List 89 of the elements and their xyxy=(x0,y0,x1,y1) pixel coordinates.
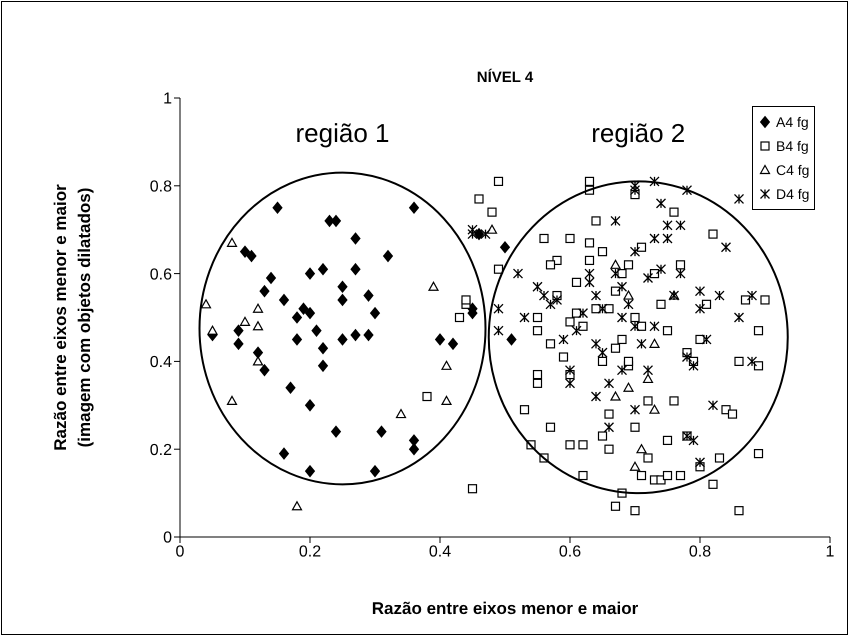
y-axis-title: Razão entre eixos menor e maior (imagem com objetos dilatados) xyxy=(51,184,94,451)
point xyxy=(286,382,296,394)
point xyxy=(383,250,393,262)
point xyxy=(364,329,374,342)
point xyxy=(292,312,302,324)
point xyxy=(252,321,264,330)
point xyxy=(246,250,256,262)
point xyxy=(338,280,348,293)
y-tick-label: 0 xyxy=(163,530,172,547)
point xyxy=(305,268,315,280)
y-tick-label: 0.8 xyxy=(150,178,172,196)
chart-title: NÍVEL 4 xyxy=(476,68,534,86)
point xyxy=(428,282,439,291)
point xyxy=(266,272,276,284)
point xyxy=(435,333,445,346)
point xyxy=(292,333,302,346)
point xyxy=(240,316,250,326)
point xyxy=(234,324,244,337)
point xyxy=(200,299,212,308)
point xyxy=(500,241,510,254)
y-tick-label: 1 xyxy=(163,90,172,108)
y-tick-label: 0.4 xyxy=(150,354,172,372)
point xyxy=(642,374,654,384)
point xyxy=(338,294,348,306)
point xyxy=(234,338,244,350)
point xyxy=(253,346,263,359)
point xyxy=(623,382,634,392)
point xyxy=(305,307,315,320)
point xyxy=(226,238,238,247)
x-tick-label: 1 xyxy=(826,543,835,560)
point xyxy=(350,329,360,342)
point xyxy=(441,360,452,370)
point xyxy=(331,426,341,438)
point xyxy=(396,408,406,418)
point xyxy=(350,263,360,276)
legend-label: B4 fg xyxy=(776,138,809,154)
x-axis-title: Razão entre eixos menor e maior xyxy=(372,599,639,618)
x-tick-label: 0.4 xyxy=(428,543,452,560)
legend-label: C4 fg xyxy=(776,162,810,178)
point xyxy=(207,326,218,335)
point xyxy=(610,260,621,269)
point xyxy=(486,224,498,234)
point xyxy=(636,444,647,454)
point xyxy=(260,285,270,298)
point xyxy=(305,465,315,478)
point xyxy=(226,396,238,406)
point xyxy=(318,360,328,372)
point xyxy=(448,338,458,350)
point xyxy=(305,399,315,412)
point xyxy=(298,302,308,315)
point xyxy=(252,304,264,313)
point xyxy=(350,232,360,244)
x-tick-label: 0 xyxy=(176,543,185,560)
point xyxy=(649,338,660,348)
point xyxy=(474,228,484,240)
point xyxy=(331,214,341,227)
point xyxy=(312,324,322,337)
point xyxy=(260,364,270,376)
point xyxy=(610,391,621,401)
point xyxy=(623,290,634,300)
y-tick-label: 0.6 xyxy=(150,266,172,284)
point xyxy=(370,307,380,320)
annotation: região 2 xyxy=(591,118,686,148)
point xyxy=(338,333,348,346)
point xyxy=(370,465,380,478)
point xyxy=(240,246,250,258)
point xyxy=(506,333,516,346)
x-tick-label: 0.2 xyxy=(298,543,322,560)
point xyxy=(649,404,660,414)
point xyxy=(318,263,328,276)
point xyxy=(630,462,640,471)
x-tick-label: 0.6 xyxy=(558,543,582,560)
point xyxy=(279,448,289,460)
point xyxy=(441,396,452,406)
point xyxy=(376,426,386,438)
point xyxy=(409,434,419,446)
point xyxy=(272,202,282,214)
annotation: região 1 xyxy=(296,118,390,148)
point xyxy=(318,342,328,354)
point xyxy=(279,294,289,306)
point xyxy=(409,202,419,214)
point xyxy=(409,443,419,456)
legend-label: A4 fg xyxy=(776,114,809,130)
point xyxy=(252,356,264,366)
point xyxy=(364,290,374,302)
y-tick-label: 0.2 xyxy=(150,442,172,459)
point xyxy=(292,501,302,510)
legend-label: D4 fg xyxy=(776,186,810,202)
x-tick-label: 0.8 xyxy=(688,543,712,560)
